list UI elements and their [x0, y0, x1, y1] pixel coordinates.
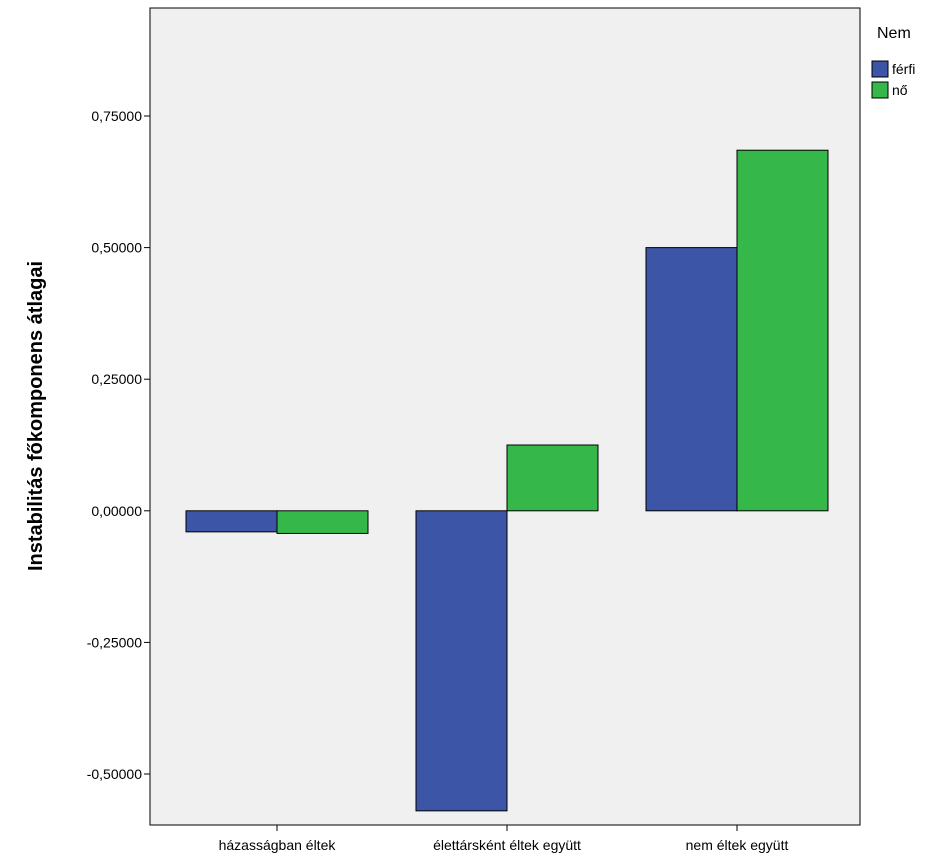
bar-ferfi	[185, 510, 278, 533]
x-category-label: nem éltek együtt	[686, 837, 789, 853]
bars-group	[185, 149, 829, 812]
legend-label: nő	[892, 82, 908, 98]
x-category-label: házasságban éltek	[219, 837, 337, 853]
legend-swatch	[871, 60, 889, 78]
x-category-label: élettársként éltek együtt	[433, 837, 581, 853]
y-tick-label: -0,25000	[87, 634, 142, 650]
x-axis: házasságban éltek élettársként éltek együ…	[219, 825, 789, 853]
legend-title: Nem	[877, 25, 911, 42]
legend-label: férfi	[892, 61, 915, 77]
y-tick-label: 0,75000	[91, 108, 142, 124]
y-tick-label: 0,00000	[91, 503, 142, 519]
legend-swatch	[871, 81, 889, 99]
y-tick-label: -0,50000	[87, 766, 142, 782]
y-tick-label: 0,25000	[91, 371, 142, 387]
legend: Nem férfi nő	[871, 25, 915, 99]
bar-ferfi	[415, 510, 508, 812]
y-tick-label: 0,50000	[91, 240, 142, 256]
y-axis: -0,50000 -0,25000 0,00000 0,25000 0,50000 0,7…	[87, 108, 150, 782]
y-axis-label: Instabilitás főkomponens átlagai	[25, 261, 47, 571]
bar-no	[736, 149, 829, 512]
bar-no	[276, 510, 369, 534]
bar-ferfi	[645, 247, 738, 512]
bar-no	[506, 444, 599, 512]
